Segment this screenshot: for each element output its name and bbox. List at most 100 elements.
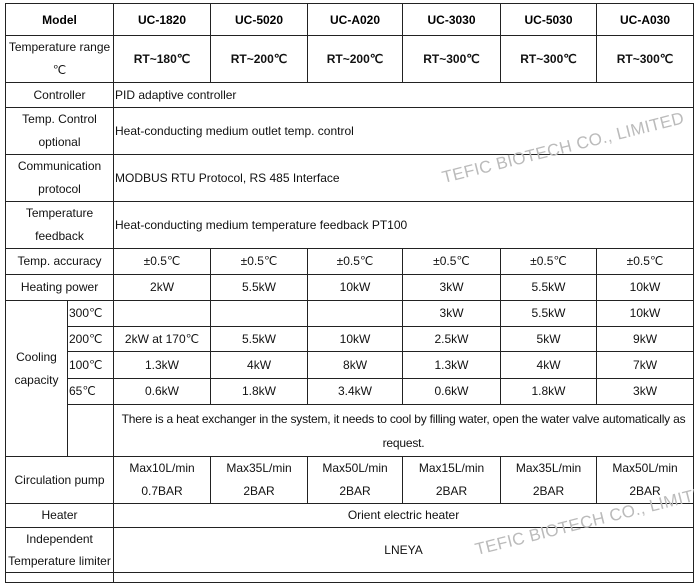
model: UC-5020 (210, 3, 309, 36)
cell: 1.8kW (500, 378, 598, 405)
row-label: Temp. Control optional (4, 107, 115, 155)
empty-cell (4, 572, 115, 583)
cell: Heat-conducting medium outlet temp. cont… (113, 107, 694, 155)
cell: Heat-conducting medium temperature feedb… (113, 201, 694, 249)
flow: Max35L/min (515, 461, 582, 475)
cooling-row-300: Cooling capacity 300℃ 3kW 5.5kW 10kW (5, 300, 694, 457)
cell: 10kW (307, 274, 404, 301)
cooling-temp: 200℃ (66, 326, 115, 352)
controller-row: Controller PID adaptive controller (4, 82, 694, 108)
cell: 9kW (596, 326, 694, 352)
model-label: Model (4, 3, 115, 36)
pressure: 2BAR (629, 484, 661, 498)
row-label: Cooling capacity (5, 300, 68, 457)
cell: 5kW (500, 326, 598, 352)
row-label: Circulation pump (4, 456, 115, 504)
cell: LNEYA (113, 527, 694, 573)
cell: ±0.5℃ (596, 248, 694, 275)
cell: 3kW (402, 300, 502, 327)
cell: Orient electric heater (113, 503, 694, 528)
cell: 3.4kW (307, 378, 404, 405)
cell: ±0.5℃ (500, 248, 598, 275)
cell: 5.5kW (210, 326, 309, 352)
cell: Max50L/min 2BAR (307, 456, 404, 504)
cooling-temp: 65℃ (66, 378, 115, 405)
feedback-row: Temperature feedback Heat-conducting med… (4, 201, 694, 249)
cell: RT~300℃ (596, 35, 694, 83)
cooling-row-65: 65℃ 0.6kW 1.8kW 3.4kW 0.6kW 1.8kW 3kW (6, 378, 694, 405)
cell: 5.5kW (210, 274, 309, 301)
pump-row: Circulation pump Max10L/min 0.7BAR Max35L… (4, 456, 694, 504)
cell: 2.5kW (402, 326, 502, 352)
cell: MODBUS RTU Protocol, RS 485 Interface (113, 154, 694, 202)
cell: Max10L/min 0.7BAR (113, 456, 212, 504)
cell: 5.5kW (500, 274, 598, 301)
model: UC-1820 (113, 3, 212, 36)
cell: 10kW (596, 274, 694, 301)
cell: 5.5kW (500, 300, 598, 327)
cell: Max50L/min 2BAR (596, 456, 694, 504)
cell: RT~180℃ (113, 35, 212, 83)
cell: 3kW (402, 274, 502, 301)
temp-range-row: Temperature range ℃ RT~180℃ RT~200℃ RT~2… (4, 35, 694, 83)
cell: 2kW (113, 274, 212, 301)
cell: 4kW (210, 351, 309, 379)
cell: 3kW (596, 378, 694, 405)
cooling-temp: 100℃ (66, 351, 115, 379)
cell: 1.8kW (210, 378, 309, 405)
cell: ±0.5℃ (210, 248, 309, 275)
cell: RT~200℃ (210, 35, 309, 83)
cell: Max15L/min 2BAR (402, 456, 502, 504)
spec-table: Model UC-1820 UC-5020 UC-A020 UC-3030 UC… (4, 3, 694, 583)
cell: PID adaptive controller (113, 82, 694, 108)
row-label: Heating power (4, 274, 115, 301)
cell: ±0.5℃ (307, 248, 404, 275)
flow: Max50L/min (322, 461, 388, 475)
pressure: 2BAR (435, 484, 468, 498)
cooling-row-200: 200℃ 2kW at 170℃ 5.5kW 10kW 2.5kW 5kW 9k… (6, 326, 694, 352)
cell: 0.6kW (402, 378, 502, 405)
row-label: Heater (4, 503, 115, 528)
model: UC-3030 (402, 3, 502, 36)
cooling-temp: 300℃ (66, 300, 115, 327)
flow: Max10L/min (129, 461, 195, 475)
pressure: 2BAR (532, 484, 565, 498)
cell (210, 300, 309, 327)
cell: ±0.5℃ (113, 248, 212, 275)
flow: Max15L/min (418, 461, 485, 475)
flow: Max50L/min (612, 461, 678, 475)
model: UC-A020 (307, 3, 404, 36)
pressure: 2BAR (243, 484, 275, 498)
cell: 10kW (596, 300, 694, 327)
heater-row: Heater Orient electric heater (4, 503, 694, 528)
cell: 2kW at 170℃ (113, 326, 212, 352)
row-label: Communication protocol (4, 154, 115, 202)
cell: 1.3kW (113, 351, 212, 379)
cell: RT~300℃ (500, 35, 598, 83)
cell: Max35L/min 2BAR (210, 456, 309, 504)
pressure: 0.7BAR (141, 484, 183, 498)
empty-cell (66, 404, 115, 457)
cooling-row-100: 100℃ 1.3kW 4kW 8kW 1.3kW 4kW 7kW (6, 351, 694, 379)
cell: 4kW (500, 351, 598, 379)
cell: 0.6kW (113, 378, 212, 405)
cell: 10kW (307, 326, 404, 352)
row-label: Temp. accuracy (4, 248, 115, 275)
cell: RT~200℃ (307, 35, 404, 83)
header-row: Model UC-1820 UC-5020 UC-A020 UC-3030 UC… (4, 3, 694, 36)
cooling-note: There is a heat exchanger in the system,… (113, 404, 694, 457)
limiter-row: Independent Temperature limiter LNEYA (4, 527, 694, 573)
accuracy-row: Temp. accuracy ±0.5℃ ±0.5℃ ±0.5℃ ±0.5℃ ±… (4, 248, 694, 275)
temp-control-row: Temp. Control optional Heat-conducting m… (4, 107, 694, 155)
row-label: Controller (4, 82, 115, 108)
pressure: 2BAR (339, 484, 371, 498)
model: UC-5030 (500, 3, 598, 36)
cell: 7kW (596, 351, 694, 379)
heating-row: Heating power 2kW 5.5kW 10kW 3kW 5.5kW 1… (4, 274, 694, 301)
model: UC-A030 (596, 3, 694, 36)
cell (113, 300, 212, 327)
partial-row (4, 572, 694, 583)
cell: 8kW (307, 351, 404, 379)
cell: RT~300℃ (402, 35, 502, 83)
row-label: Independent Temperature limiter (4, 527, 115, 573)
